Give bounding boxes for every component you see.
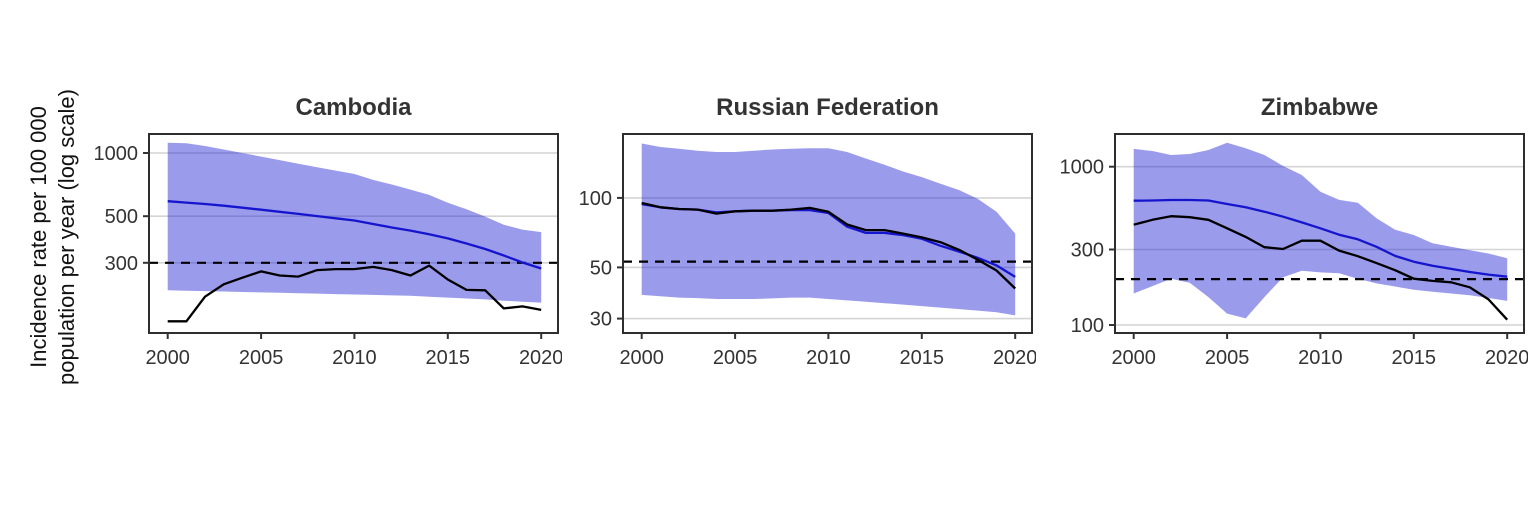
chart-zimbabwe: 2000 2005 2010 2015 2020 1000 300 100 bbox=[1060, 133, 1528, 369]
y-tick-label: 30 bbox=[590, 309, 612, 331]
panel-title-cambodia: Cambodia bbox=[295, 94, 412, 121]
x-tick-label: 2020 bbox=[519, 347, 562, 369]
x-tick-label: 2000 bbox=[1111, 347, 1156, 369]
panel-title-russian-federation: Russian Federation bbox=[716, 94, 939, 121]
x-tick-label: 2020 bbox=[993, 347, 1036, 369]
y-axis-title-line2: population per year (log scale) bbox=[54, 89, 79, 385]
x-tick-label: 2005 bbox=[239, 347, 284, 369]
y-tick-label: 1000 bbox=[1060, 157, 1105, 179]
uncertainty-band bbox=[1133, 142, 1508, 319]
x-tick-label: 2010 bbox=[1298, 347, 1343, 369]
y-tick-label: 100 bbox=[1071, 315, 1104, 337]
x-tick-label: 2015 bbox=[426, 347, 471, 369]
x-tick-label: 2005 bbox=[1205, 347, 1250, 369]
y-axis-title: Incidence rate per 100 000 population pe… bbox=[25, 0, 89, 477]
x-tick-label: 2000 bbox=[145, 347, 190, 369]
x-tick-label: 2005 bbox=[713, 347, 758, 369]
x-tick-label: 2015 bbox=[900, 347, 945, 369]
y-tick-label: 100 bbox=[579, 188, 612, 210]
estimate-line bbox=[1133, 198, 1508, 278]
panel-cambodia: Cambodia 2000 2005 2010 2015 2020 1000 500 300 bbox=[91, 88, 563, 375]
panel-title-zimbabwe: Zimbabwe bbox=[1260, 94, 1379, 121]
estimate-line bbox=[167, 200, 542, 270]
notifications-line bbox=[1133, 215, 1509, 321]
chart-russian-federation: 2000 2005 2010 2015 2020 100 50 30 bbox=[579, 133, 1036, 369]
chart-cambodia: 2000 2005 2010 2015 2020 1000 500 300 bbox=[94, 133, 562, 369]
y-axis-title-line1: Incidence rate per 100 000 bbox=[26, 106, 51, 368]
uncertainty-band bbox=[641, 143, 1016, 316]
y-tick-label: 50 bbox=[590, 257, 612, 279]
panel-zimbabwe: Zimbabwe 2000 2005 2010 2015 2020 1000 300 100 bbox=[1057, 88, 1529, 375]
notifications-line bbox=[641, 201, 1016, 290]
x-tick-label: 2015 bbox=[1392, 347, 1437, 369]
notifications-line bbox=[167, 264, 542, 323]
x-tick-label: 2020 bbox=[1485, 347, 1528, 369]
panel-russian-federation: Russian Federation 2000 2005 2010 2015 2020 1… bbox=[565, 88, 1036, 375]
x-tick-label: 2010 bbox=[806, 347, 851, 369]
x-tick-label: 2010 bbox=[332, 347, 377, 369]
x-tick-label: 2000 bbox=[619, 347, 664, 369]
uncertainty-band bbox=[167, 142, 542, 303]
y-tick-label: 300 bbox=[1071, 240, 1104, 262]
y-tick-label: 500 bbox=[105, 206, 138, 228]
y-tick-label: 1000 bbox=[94, 143, 139, 165]
y-tick-label: 300 bbox=[105, 253, 138, 275]
